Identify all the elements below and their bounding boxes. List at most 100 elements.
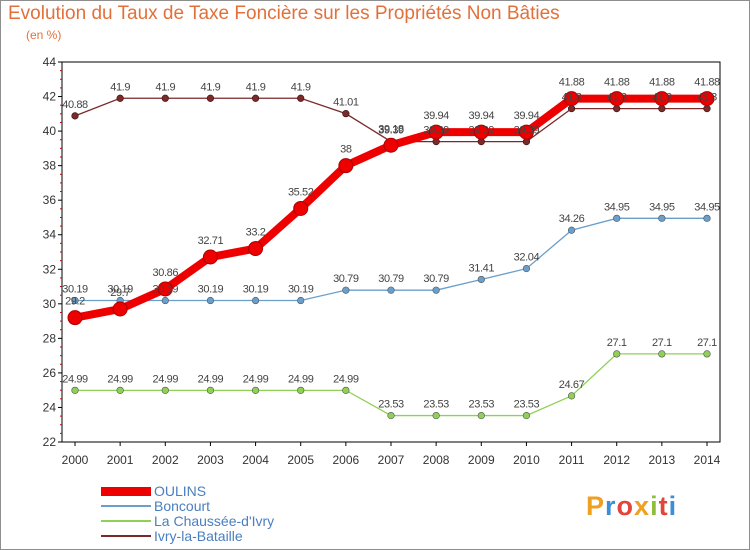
x-tick-label: 2003	[197, 453, 224, 467]
data-point-oulins	[112, 301, 128, 317]
data-point-oulins	[338, 158, 354, 174]
data-label-boncourt: 30.79	[423, 273, 449, 285]
data-label-oulins: 30.86	[153, 267, 179, 279]
data-label-ivry-la-bataille: 41.9	[291, 81, 311, 93]
data-label-oulins: 41.88	[694, 77, 720, 89]
data-point-ivry-la-bataille	[658, 105, 666, 113]
data-label-ivry-la-bataille: 41.9	[155, 81, 175, 93]
data-point-boncourt	[161, 296, 169, 305]
y-tick-label: 32	[43, 262, 57, 276]
x-tick-label: 2009	[468, 453, 495, 467]
data-label-boncourt: 30.79	[333, 273, 359, 285]
data-point-la-chauss-e-d-ivry	[432, 411, 440, 420]
data-point-ivry-la-bataille	[613, 105, 621, 113]
data-label-boncourt: 30.19	[62, 284, 88, 296]
data-label-ivry-la-bataille: 41.3	[697, 92, 717, 104]
data-point-boncourt	[477, 275, 485, 284]
y-axis-unit-label: (en %)	[26, 28, 62, 42]
logo-letter: i	[650, 491, 659, 521]
data-label-oulins: 38	[340, 144, 352, 156]
data-point-oulins	[609, 91, 625, 107]
data-label-ivry-la-bataille: 39.39	[423, 125, 449, 137]
data-label-boncourt: 30.19	[198, 284, 224, 296]
data-point-la-chauss-e-d-ivry	[116, 386, 124, 394]
data-point-la-chauss-e-d-ivry	[71, 386, 79, 394]
data-point-boncourt	[297, 296, 305, 305]
x-tick-label: 2002	[152, 453, 179, 467]
x-tick-label: 2013	[649, 453, 676, 467]
data-point-ivry-la-bataille	[297, 94, 305, 102]
data-label-ivry-la-bataille: 41.9	[246, 81, 266, 93]
data-point-ivry-la-bataille	[206, 94, 215, 102]
data-label-boncourt: 34.26	[559, 213, 585, 225]
x-tick-label: 2007	[378, 453, 405, 467]
data-point-oulins	[428, 124, 444, 140]
data-label-boncourt: 31.41	[469, 262, 495, 274]
legend-swatch-oulins	[101, 487, 151, 496]
data-point-la-chauss-e-d-ivry	[161, 386, 169, 394]
data-point-la-chauss-e-d-ivry	[387, 411, 395, 420]
data-label-ivry-la-bataille: 41.3	[607, 92, 627, 104]
data-label-ivry-la-bataille: 39.39	[469, 125, 495, 137]
data-label-oulins: 39.94	[469, 110, 495, 122]
data-point-oulins	[654, 91, 670, 107]
x-tick-label: 2000	[62, 453, 89, 467]
data-label-la-chauss-e-d-ivry: 24.99	[288, 373, 314, 385]
data-point-la-chauss-e-d-ivry	[522, 411, 531, 420]
data-point-boncourt	[432, 286, 440, 294]
data-label-la-chauss-e-d-ivry: 24.99	[243, 373, 269, 385]
data-label-la-chauss-e-d-ivry: 24.99	[153, 373, 179, 385]
data-label-la-chauss-e-d-ivry: 24.99	[107, 373, 133, 385]
y-tick-label: 24	[43, 400, 57, 414]
data-label-ivry-la-bataille: 41.01	[333, 97, 359, 109]
y-tick-label: 28	[43, 331, 57, 345]
x-tick-label: 2012	[603, 453, 630, 467]
x-tick-label: 2008	[423, 453, 450, 467]
legend-swatch-ivry-la-bataille	[101, 535, 151, 537]
data-point-ivry-la-bataille	[161, 94, 169, 102]
data-label-boncourt: 34.95	[694, 201, 720, 213]
data-point-ivry-la-bataille	[116, 94, 124, 102]
legend-label-la-chauss-e-d-ivry: La Chaussée-d'Ivry	[154, 513, 275, 529]
data-point-boncourt	[387, 286, 395, 294]
data-point-la-chauss-e-d-ivry	[477, 411, 485, 420]
data-point-la-chauss-e-d-ivry	[342, 386, 350, 394]
logo-letter: i	[668, 491, 678, 521]
data-point-ivry-la-bataille	[251, 94, 260, 102]
data-label-oulins: 29.2	[65, 296, 85, 308]
x-tick-label: 2001	[107, 453, 134, 467]
data-point-la-chauss-e-d-ivry	[251, 386, 260, 394]
data-label-la-chauss-e-d-ivry: 23.53	[514, 399, 540, 411]
legend-label-boncourt: Boncourt	[154, 498, 211, 514]
data-point-boncourt	[71, 296, 79, 305]
data-label-boncourt: 30.79	[378, 273, 404, 285]
legend-label-ivry-la-bataille: Ivry-la-Bataille	[154, 528, 243, 544]
data-label-la-chauss-e-d-ivry: 24.99	[62, 373, 88, 385]
legend-swatch-la-chauss-e-d-ivry	[101, 520, 151, 522]
x-tick-label: 2006	[333, 453, 360, 467]
data-point-la-chauss-e-d-ivry	[206, 386, 215, 394]
data-label-boncourt: 34.95	[604, 201, 630, 213]
data-label-la-chauss-e-d-ivry: 24.67	[559, 379, 585, 391]
data-label-oulins: 41.88	[559, 77, 585, 89]
x-tick-label: 2010	[513, 453, 540, 467]
y-tick-label: 38	[43, 159, 57, 173]
data-label-ivry-la-bataille: 41.3	[652, 92, 672, 104]
y-tick-label: 30	[43, 297, 57, 311]
data-point-boncourt	[251, 296, 260, 305]
data-point-oulins	[157, 281, 173, 297]
y-tick-label: 34	[43, 228, 57, 242]
data-point-oulins	[473, 124, 489, 140]
data-label-oulins: 41.88	[649, 77, 675, 89]
data-label-boncourt: 32.04	[514, 252, 540, 264]
data-label-la-chauss-e-d-ivry: 27.1	[697, 337, 717, 349]
x-tick-label: 2005	[287, 453, 314, 467]
data-point-oulins	[67, 310, 83, 326]
data-point-la-chauss-e-d-ivry	[567, 392, 576, 400]
data-point-oulins	[564, 91, 580, 107]
data-label-boncourt: 30.19	[153, 284, 179, 296]
data-label-la-chauss-e-d-ivry: 23.53	[423, 399, 449, 411]
data-label-la-chauss-e-d-ivry: 27.1	[607, 337, 627, 349]
data-label-boncourt: 34.95	[649, 201, 675, 213]
data-point-ivry-la-bataille	[567, 105, 576, 113]
